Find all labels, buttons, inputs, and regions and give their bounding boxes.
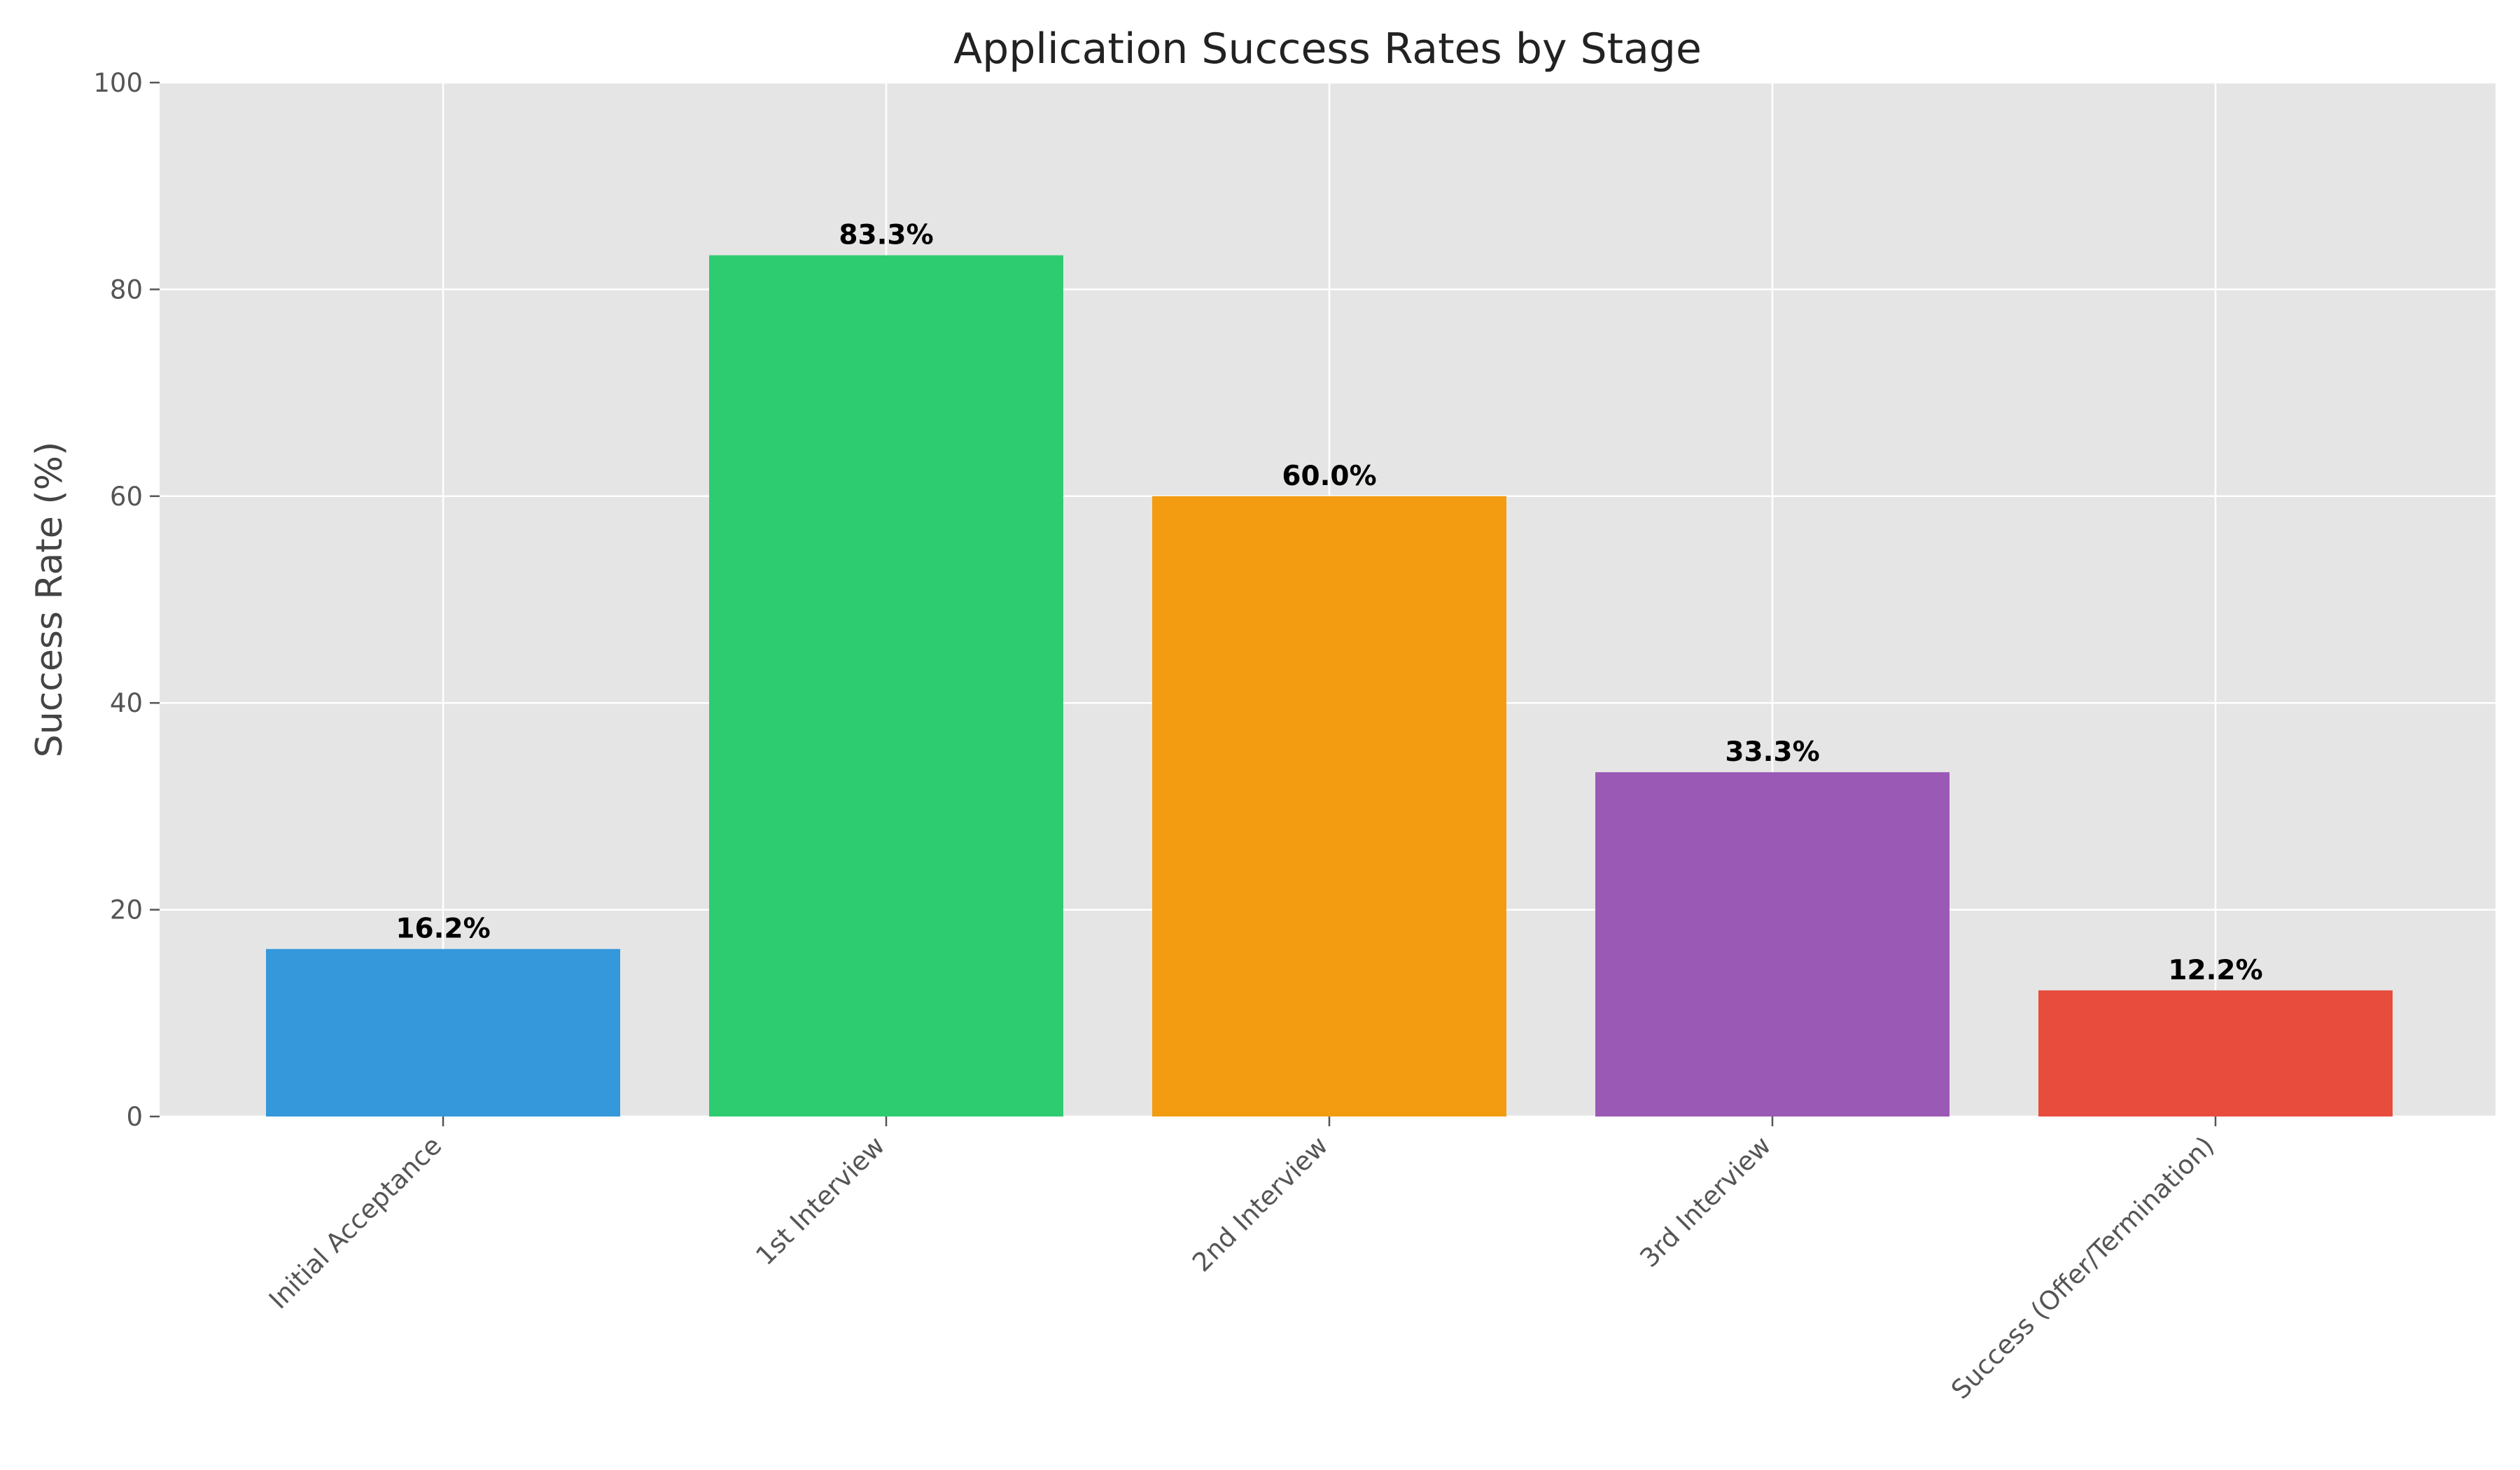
y-tick-label: 0 [126, 1102, 143, 1132]
bar-value-label: 83.3% [839, 220, 933, 251]
bar [1595, 772, 1949, 1116]
y-tick-label: 40 [110, 688, 143, 718]
bar [266, 948, 620, 1116]
y-tick-label: 60 [110, 482, 143, 512]
bar [2038, 990, 2393, 1116]
x-tick-label: 2nd Interview [1186, 1130, 1334, 1278]
bar-value-label: 33.3% [1725, 736, 1819, 768]
y-tick-label: 80 [110, 274, 143, 304]
data-labels: 16.2% 83.3% 60.0% 33.3% 12.2% [396, 220, 2262, 986]
x-tick-label: Initial Acceptance [263, 1130, 447, 1315]
bar-value-label: 16.2% [396, 913, 490, 945]
bar [709, 255, 1063, 1117]
bar-value-label: 60.0% [1282, 461, 1376, 492]
bar-value-label: 12.2% [2168, 955, 2262, 986]
bar [1152, 496, 1506, 1116]
x-tick-label: Success (Offer/Termination) [1945, 1130, 2220, 1405]
y-axis: 0 20 40 60 80 100 [93, 68, 160, 1132]
y-tick-label: 100 [93, 68, 143, 98]
y-axis-title: Success Rate (%) [29, 442, 71, 758]
x-tick-label: 1st Interview [750, 1130, 890, 1271]
x-tick-label: 3rd Interview [1634, 1130, 1777, 1273]
x-axis: Initial Acceptance 1st Interview 2nd Inter… [263, 1116, 2220, 1405]
bars [266, 255, 2393, 1117]
chart-title: Application Success Rates by Stage [953, 24, 1702, 74]
y-tick-label: 20 [110, 895, 143, 925]
